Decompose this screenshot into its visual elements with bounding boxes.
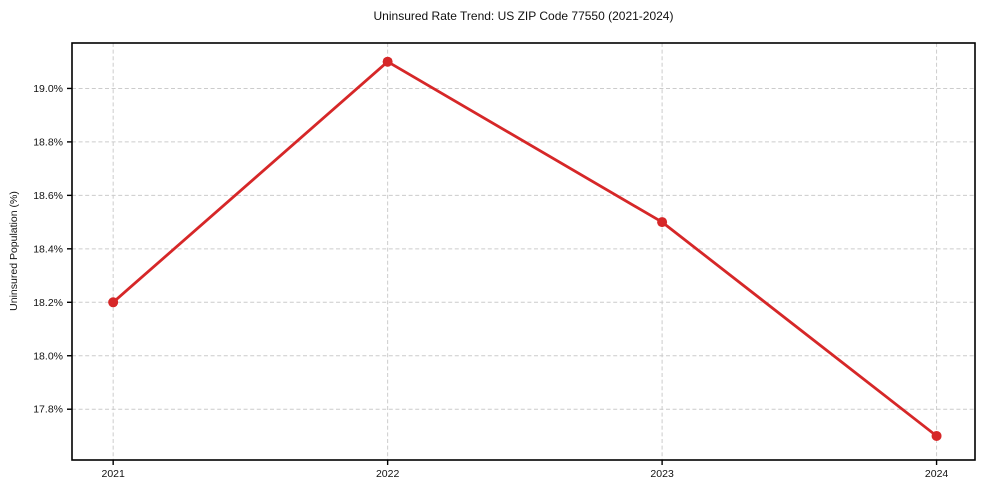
y-tick-label: 18.8%	[33, 136, 63, 148]
y-tick-label: 17.8%	[33, 404, 63, 416]
y-tick-label: 19.0%	[33, 83, 63, 95]
chart-title: Uninsured Rate Trend: US ZIP Code 77550 …	[373, 9, 674, 23]
y-tick-label: 18.2%	[33, 297, 63, 309]
y-tick-label: 18.0%	[33, 350, 63, 362]
data-point-marker	[382, 56, 393, 67]
y-tick-label: 18.6%	[33, 190, 63, 202]
y-axis-label: Uninsured Population (%)	[8, 191, 20, 311]
x-tick-label: 2023	[650, 468, 674, 480]
x-tick-label: 2024	[925, 468, 949, 480]
trend-line	[111, 60, 938, 438]
plot-border	[71, 42, 976, 461]
data-point-marker	[657, 217, 668, 228]
x-tick-label: 2021	[101, 468, 125, 480]
x-tick-label: 2022	[376, 468, 400, 480]
data-point-marker	[931, 430, 942, 441]
data-point-marker	[108, 297, 119, 308]
y-tick-label: 18.4%	[33, 243, 63, 255]
